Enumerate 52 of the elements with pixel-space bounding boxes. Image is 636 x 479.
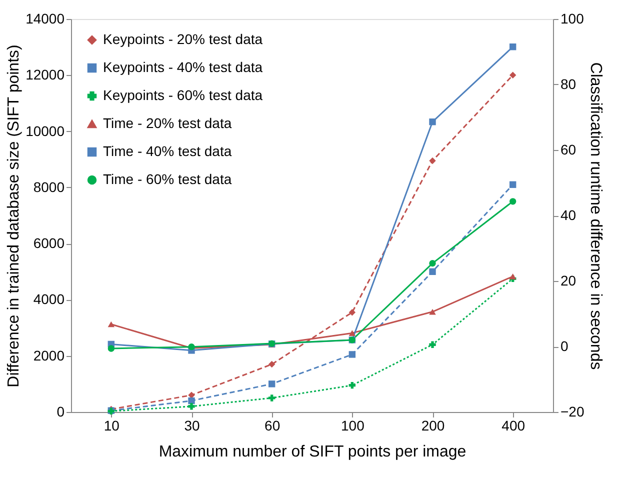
point: [348, 382, 356, 389]
legend-label: Keypoints - 40% test data: [103, 59, 263, 75]
point: [188, 397, 195, 404]
legend-label: Time - 40% test data: [103, 143, 232, 159]
point: [429, 341, 436, 348]
x-tick-label: 100: [340, 418, 365, 434]
y-tick-label: 6000: [33, 235, 65, 252]
point: [188, 403, 195, 410]
point: [348, 351, 356, 358]
point: [268, 360, 276, 368]
point: [509, 72, 516, 78]
x-tick-label: 30: [184, 418, 200, 434]
legend-label: Keypoints - 20% test data: [103, 31, 263, 47]
y2-tick-label: −20: [560, 404, 584, 420]
point: [509, 274, 516, 280]
y-axis-title: Difference in trained database size (SIFT points): [6, 44, 23, 388]
point: [509, 43, 516, 50]
point: [509, 181, 516, 188]
legend-label: Time - 60% test data: [103, 171, 232, 187]
legend-label: Keypoints - 60% test data: [103, 87, 263, 103]
point: [509, 198, 516, 205]
y-tick-label: 2000: [33, 347, 65, 364]
point: [348, 308, 356, 316]
y-tick-label: 8000: [33, 178, 65, 195]
y2-tick-label: 40: [560, 207, 576, 223]
y-tick-label: 12000: [26, 66, 65, 83]
point: [429, 308, 436, 315]
x-tick-label: 400: [502, 418, 526, 434]
x-axis-title: Maximum number of SIFT points per image: [158, 444, 466, 460]
legend-label: Time - 20% test data: [103, 115, 232, 131]
y-tick-label: 10000: [26, 122, 65, 139]
y2-axis-title: Classification runtime difference in seconds: [587, 62, 604, 370]
point: [268, 380, 276, 388]
point: [108, 321, 115, 328]
y2-tick-label: 20: [560, 272, 576, 288]
point: [429, 118, 436, 126]
point: [429, 268, 436, 275]
point: [429, 260, 436, 267]
y-tick-label: 4000: [33, 291, 65, 308]
point: [429, 157, 436, 164]
y2-tick-label: 0: [560, 338, 568, 354]
x-tick-label: 10: [104, 418, 120, 434]
y2-tick-label: 80: [560, 76, 576, 92]
point: [108, 345, 115, 352]
y-tick-label: 0: [56, 404, 65, 420]
point: [268, 394, 276, 402]
y2-tick-label: 60: [560, 142, 576, 158]
x-tick-label: 200: [421, 418, 445, 434]
y-tick-label: 14000: [26, 10, 65, 26]
y2-tick-label: 100: [560, 10, 584, 26]
x-tick-label: 60: [264, 418, 280, 434]
point: [348, 330, 356, 336]
